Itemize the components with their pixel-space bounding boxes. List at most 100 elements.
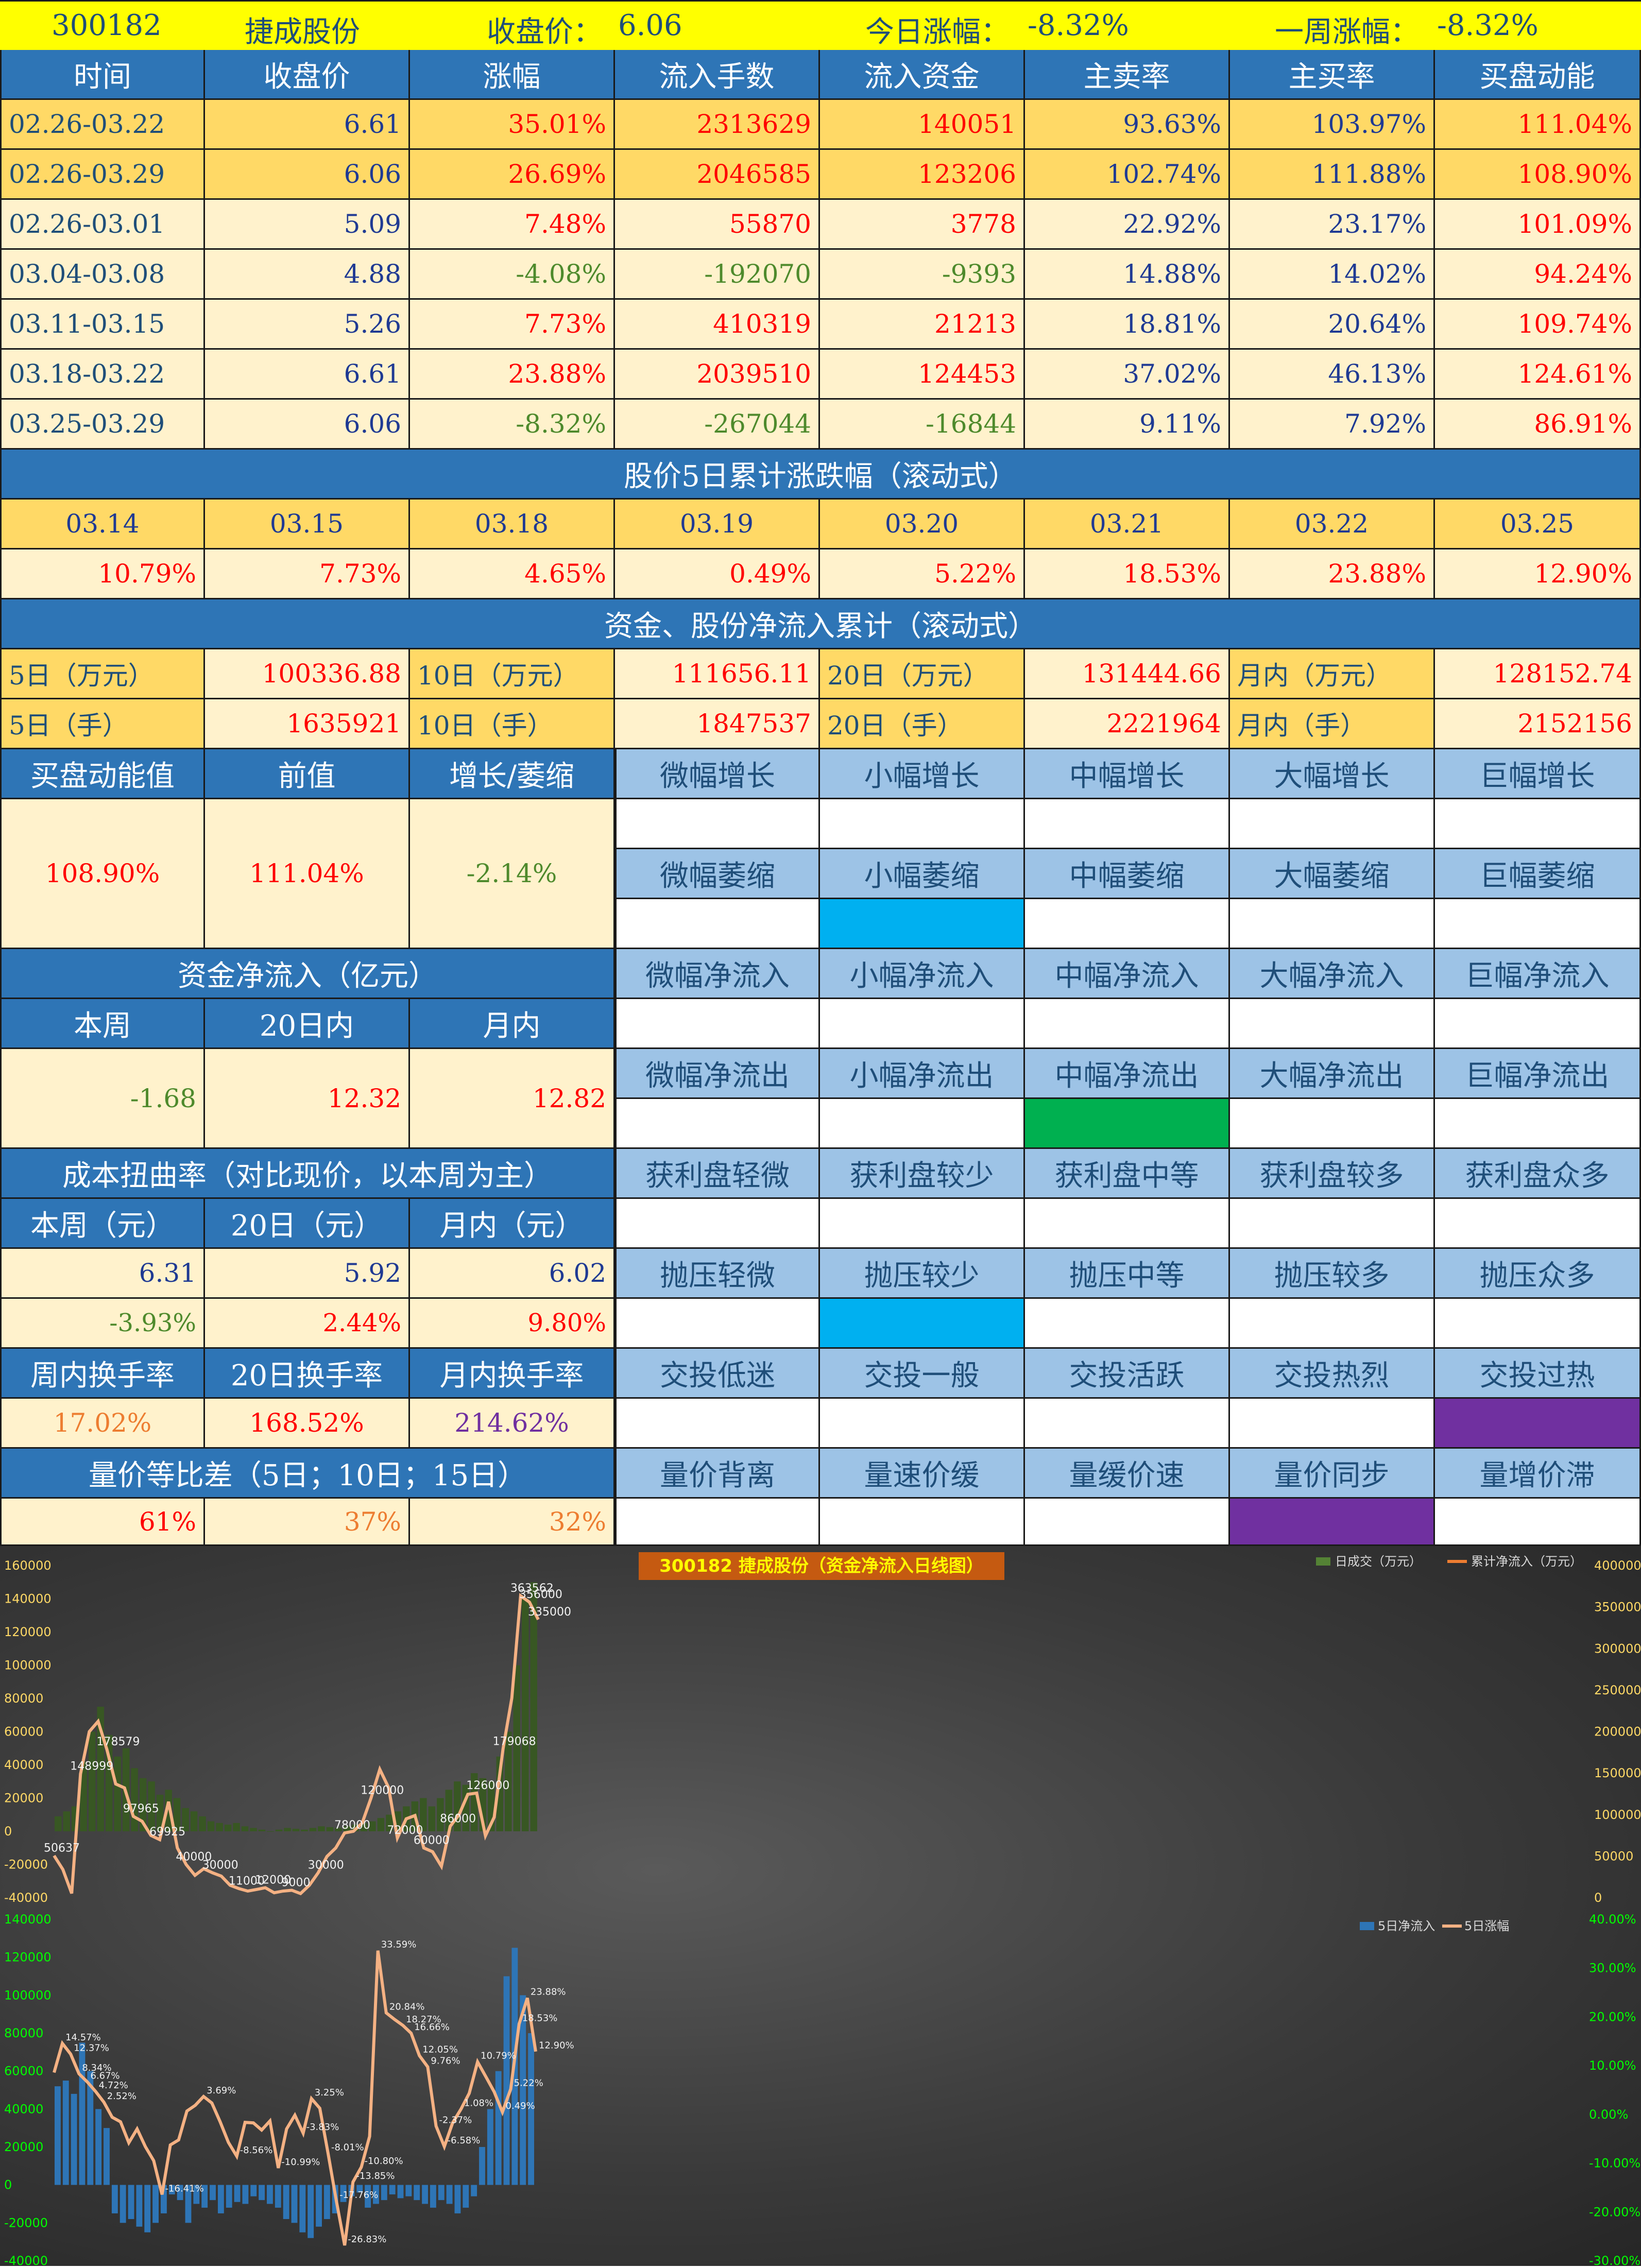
bar [139, 1778, 147, 1831]
col-header: 主卖率 [1025, 50, 1230, 100]
bar [136, 2185, 143, 2227]
bar [430, 2185, 436, 2208]
indicator-label: 大幅增长 [1230, 749, 1435, 799]
indicator-value-row [615, 1399, 1641, 1449]
table-cell: 86.91% [1435, 400, 1641, 450]
indicator-slot [1025, 1399, 1230, 1449]
table-cell: 124.61% [1435, 350, 1641, 400]
data-label: -8.56% [240, 2145, 273, 2156]
turnover-value: 214.62% [410, 1399, 615, 1449]
indicator-label: 获利盘较少 [820, 1149, 1025, 1199]
week-label: 一周涨幅： [1275, 15, 1419, 49]
table-cell: 7.73% [410, 300, 615, 350]
netflow-label: 20日（万元） [820, 649, 1025, 699]
indicator-slot [1230, 1099, 1435, 1149]
bar [301, 1829, 308, 1831]
data-label: 40000 [176, 1851, 212, 1864]
netflow-label: 10日（手） [410, 699, 615, 749]
table-cell: 3778 [820, 200, 1025, 250]
table-cell: 109.74% [1435, 300, 1641, 350]
y-tick-left: 40000 [4, 2102, 43, 2116]
table-cell: 18.81% [1025, 300, 1230, 350]
y-tick-left: 120000 [4, 1950, 52, 1965]
y-tick-left: 140000 [4, 1592, 52, 1606]
table-cell: 26.69% [410, 150, 615, 200]
bar [365, 2185, 371, 2208]
data-label: 356000 [519, 1588, 562, 1601]
bar [291, 2185, 298, 2223]
close-value: 6.06 [618, 9, 682, 42]
data-label: 23.88% [531, 1987, 566, 1998]
y-tick-right: 300000 [1594, 1641, 1641, 1656]
table-cell: 21213 [820, 300, 1025, 350]
table-cell: 46.13% [1230, 350, 1435, 400]
y-tick-left: 80000 [4, 1691, 43, 1706]
y-tick-right: 10.00% [1589, 2058, 1636, 2073]
bar [182, 1808, 189, 1831]
table-cell: 140051 [820, 100, 1025, 150]
indicator-label: 量缓价速 [1025, 1449, 1230, 1499]
bar [128, 2185, 134, 2219]
netflow-value: 1847537 [615, 699, 820, 749]
indicator-label: 交投活跃 [1025, 1349, 1230, 1399]
cost-rate: 9.80% [410, 1299, 615, 1349]
data-label: 3.69% [207, 2085, 236, 2096]
table-cell: 2046585 [615, 150, 820, 200]
table-cell: 20.64% [1230, 300, 1435, 350]
table-cell: 02.26-03.22 [0, 100, 205, 150]
change-line [53, 1950, 537, 2246]
bar [323, 2185, 330, 2219]
indicator-slot [1230, 1399, 1435, 1449]
indicator-label: 获利盘轻微 [615, 1149, 820, 1199]
col-header: 涨幅 [410, 50, 615, 100]
turnover-header: 20日换手率 [205, 1349, 410, 1399]
table-cell: -267044 [615, 400, 820, 450]
bar [420, 1798, 427, 1831]
bar [284, 1828, 291, 1831]
indicator-slot [615, 799, 820, 849]
cost-title: 成本扭曲率（对比现价，以本周为主） [0, 1149, 615, 1199]
indicator-value-row [615, 999, 1641, 1049]
y-tick-left: 120000 [4, 1625, 52, 1639]
bar [216, 1823, 223, 1831]
y-tick-left: -40000 [4, 1891, 48, 1905]
y-tick-left: 0 [4, 1824, 12, 1839]
indicator-label-row: 量价背离 量速价缓 量缓价速 量价同步 量增价滞 [615, 1449, 1641, 1499]
indicator-selected [820, 899, 1025, 949]
cost-value: 6.02 [410, 1249, 615, 1299]
netflow-value: 100336.88 [205, 649, 410, 699]
y-tick-left: 100000 [4, 1658, 52, 1673]
data-label: 18.53% [522, 2013, 558, 2023]
bar [373, 2185, 379, 2204]
bar [495, 2071, 502, 2185]
indicator-label: 获利盘众多 [1435, 1149, 1641, 1199]
indicator-value-row [615, 1199, 1641, 1249]
bar [165, 1790, 172, 1831]
qp-value: 37% [205, 1499, 410, 1546]
panel-row: 108.90% 111.04% -2.14% [0, 799, 615, 949]
indicator-label: 中幅萎缩 [1025, 849, 1230, 899]
bar [250, 1828, 257, 1831]
bar [119, 2185, 126, 2223]
indicator-value-row [615, 1299, 1641, 1349]
panel-row: 周内换手率 20日换手率 月内换手率 [0, 1349, 615, 1399]
data-label: -3.83% [306, 2122, 339, 2133]
bar [62, 2081, 69, 2185]
data-label: -2.37% [439, 2115, 472, 2125]
y-tick-left: 40000 [4, 1758, 43, 1772]
y-tick-left: 0 [4, 2178, 12, 2192]
indicator-label: 量增价滞 [1435, 1449, 1641, 1499]
table-cell: 03.25-03.29 [0, 400, 205, 450]
indicator-label: 中幅增长 [1025, 749, 1230, 799]
data-label: 5.22% [514, 2077, 543, 2088]
table-cell: 03.04-03.08 [0, 250, 205, 300]
y-tick-left: 20000 [4, 2140, 43, 2154]
bar [356, 2185, 363, 2193]
table-cell: 124453 [820, 350, 1025, 400]
table-cell: 6.61 [205, 100, 410, 150]
netflow-label: 月内（手） [1230, 699, 1435, 749]
panel-row: 本周 20日内 月内 [0, 999, 615, 1049]
indicator-label: 抛压轻微 [615, 1249, 820, 1299]
bar [503, 1976, 510, 2185]
table-cell: 37.02% [1025, 350, 1230, 400]
